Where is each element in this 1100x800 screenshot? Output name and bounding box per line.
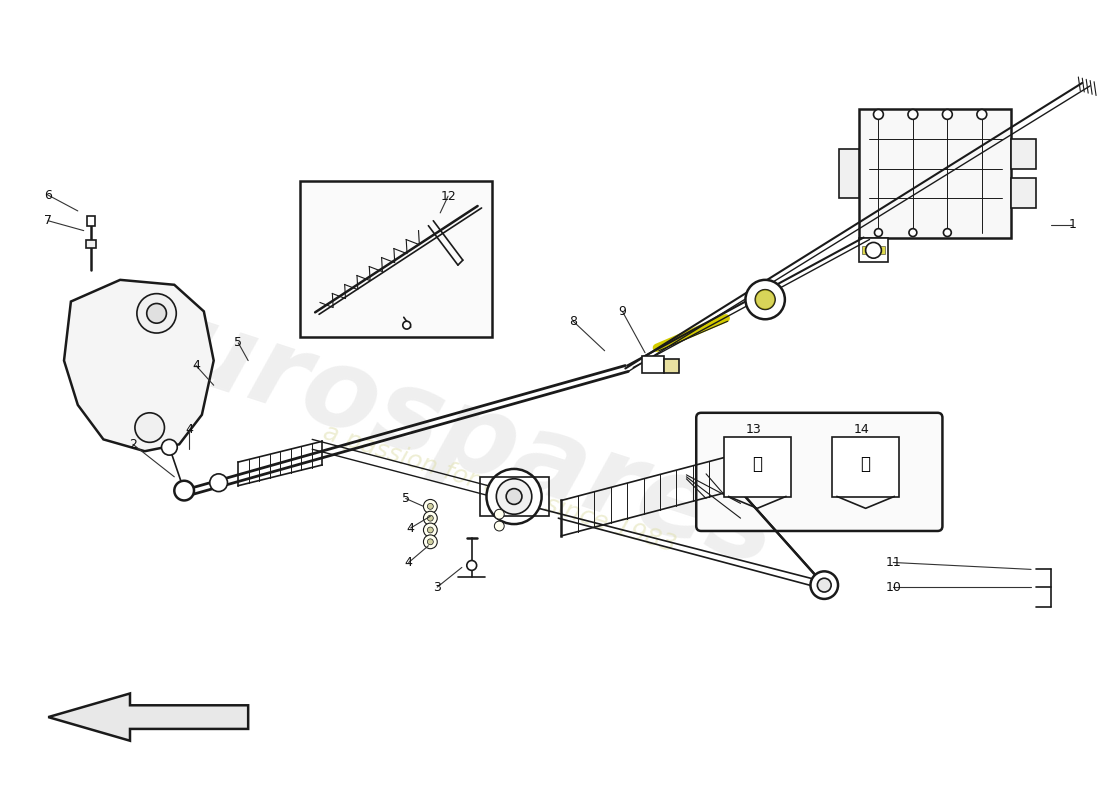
Circle shape <box>428 503 433 510</box>
Circle shape <box>756 290 775 310</box>
Text: 🐎: 🐎 <box>860 455 870 473</box>
Circle shape <box>943 110 953 119</box>
Polygon shape <box>48 694 249 741</box>
Circle shape <box>424 523 437 537</box>
Circle shape <box>494 521 504 531</box>
Circle shape <box>908 110 917 119</box>
Text: 4: 4 <box>185 423 192 436</box>
Bar <box>1011 178 1036 208</box>
Circle shape <box>496 478 531 514</box>
Bar <box>300 182 493 337</box>
Text: 14: 14 <box>854 423 870 436</box>
Circle shape <box>866 242 881 258</box>
Circle shape <box>210 474 228 491</box>
Circle shape <box>424 511 437 525</box>
Text: 11: 11 <box>886 556 901 569</box>
Circle shape <box>466 561 476 570</box>
Circle shape <box>756 290 775 310</box>
Text: 1: 1 <box>1068 218 1077 231</box>
Bar <box>839 149 859 198</box>
Circle shape <box>486 469 541 524</box>
Text: 4: 4 <box>405 556 412 569</box>
Text: 10: 10 <box>886 581 901 594</box>
Text: 5: 5 <box>402 492 409 505</box>
Circle shape <box>428 539 433 545</box>
Bar <box>86 241 96 248</box>
Circle shape <box>146 303 166 323</box>
Bar <box>663 358 679 374</box>
Text: 4: 4 <box>192 359 200 372</box>
Circle shape <box>977 110 987 119</box>
Bar <box>1011 139 1036 169</box>
Circle shape <box>403 322 410 329</box>
Bar <box>859 110 1011 238</box>
Circle shape <box>135 413 165 442</box>
Text: 12: 12 <box>440 190 456 202</box>
Circle shape <box>428 527 433 533</box>
Text: 13: 13 <box>746 423 761 436</box>
Bar <box>87 216 95 226</box>
FancyBboxPatch shape <box>696 413 943 531</box>
Circle shape <box>811 571 838 599</box>
Circle shape <box>746 280 785 319</box>
Circle shape <box>873 110 883 119</box>
Bar <box>642 356 663 374</box>
Circle shape <box>424 499 437 514</box>
Circle shape <box>424 535 437 549</box>
Text: 9: 9 <box>618 305 626 318</box>
Text: 7: 7 <box>44 214 53 227</box>
Bar <box>861 246 886 254</box>
Circle shape <box>506 489 521 504</box>
Circle shape <box>874 229 882 237</box>
Circle shape <box>944 229 952 237</box>
Bar <box>832 438 899 497</box>
Circle shape <box>909 229 916 237</box>
Circle shape <box>162 439 177 455</box>
Text: 6: 6 <box>44 189 52 202</box>
Text: 5: 5 <box>234 336 242 350</box>
Bar <box>724 438 791 497</box>
Circle shape <box>136 294 176 333</box>
Text: 2: 2 <box>129 438 136 451</box>
Polygon shape <box>64 280 213 451</box>
Circle shape <box>174 481 194 501</box>
Text: a passion for auto since 1983: a passion for auto since 1983 <box>320 420 679 557</box>
Text: eurospares: eurospares <box>89 270 791 589</box>
Circle shape <box>428 515 433 521</box>
Text: 🐎: 🐎 <box>752 455 762 473</box>
Bar <box>701 418 937 526</box>
Text: 4: 4 <box>407 522 415 534</box>
Text: 3: 3 <box>433 581 441 594</box>
Bar <box>859 238 889 262</box>
Circle shape <box>817 578 832 592</box>
Text: 8: 8 <box>569 314 578 328</box>
Circle shape <box>494 510 504 519</box>
Bar <box>480 477 549 516</box>
